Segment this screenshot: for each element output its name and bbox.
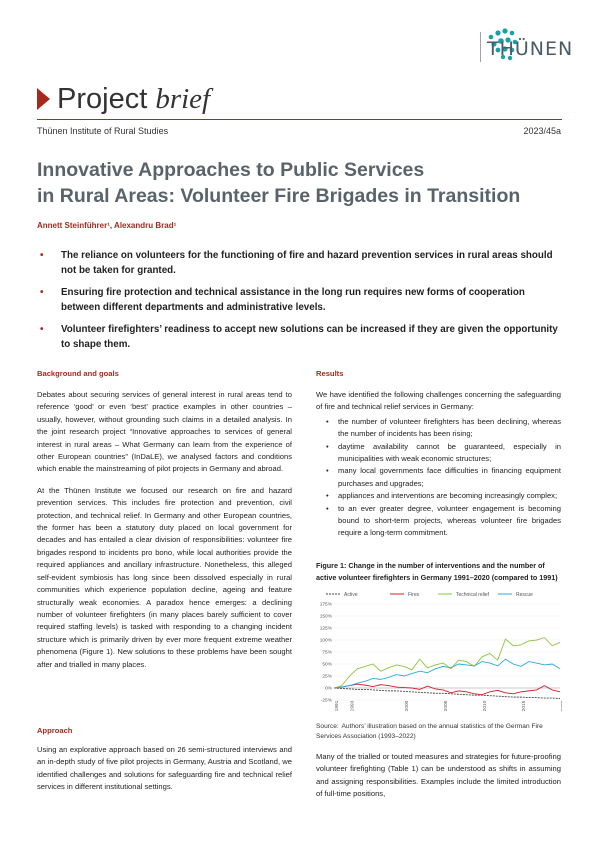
thuenen-logo-icon <box>488 28 518 61</box>
key-point: • The reliance on volunteers for the func… <box>40 250 553 276</box>
x-tick-label: 2000 <box>404 700 410 711</box>
y-tick-label: 100% <box>320 638 333 644</box>
logo-text: THÜNEN <box>487 38 574 60</box>
brief-title: Project brief <box>57 83 211 115</box>
paragraph: Many of the trialled or touted measures … <box>316 752 561 799</box>
series-line-fires <box>333 683 561 696</box>
series-line-technical-relief <box>333 637 561 689</box>
list-item: the number of volunteer firefighters has… <box>316 416 561 441</box>
paragraph: We have identified the following challen… <box>316 390 561 412</box>
page-title: Innovative Approaches to Public Services… <box>37 159 521 207</box>
y-tick-label: 175% <box>320 602 333 608</box>
x-tick-label: 2020 <box>560 700 562 711</box>
legend-label: Rescue <box>516 592 533 598</box>
results-continuation: Many of the trialled or touted measures … <box>316 751 561 810</box>
x-tick-label: 1993 <box>350 700 356 711</box>
paragraph: Using an explorative approach based on 2… <box>37 745 292 792</box>
legend-label: Active <box>344 592 358 598</box>
results-heading: Results <box>316 369 344 378</box>
header-rule <box>37 119 562 120</box>
legend-label: Technical relief <box>456 592 490 598</box>
list-item: many local governments face difficulties… <box>316 465 561 490</box>
y-tick-label: -25% <box>321 698 333 704</box>
challenges-list: the number of volunteer firefighters has… <box>316 416 561 540</box>
x-tick-label: 1991 <box>334 700 340 711</box>
y-tick-label: 50% <box>322 662 332 668</box>
institute-name: Thünen Institute of Rural Studies <box>37 126 169 136</box>
key-point: • Ensuring fire protection and technical … <box>40 287 525 313</box>
x-tick-label: 2015 <box>521 700 527 711</box>
figure-source: Source: Authors’ illustration based on t… <box>316 723 543 740</box>
series-line-active <box>333 687 561 700</box>
approach-heading: Approach <box>37 726 73 735</box>
key-point: • Volunteer firefighters’ readiness to ac… <box>40 324 558 350</box>
x-tick-label: 2005 <box>443 700 449 711</box>
figure-chart: Active Fires Technical relief Rescue 175% 150… <box>320 592 562 711</box>
authors: Annett Steinführer¹, Alexandru Brad¹ <box>37 221 177 230</box>
approach-body: Using an explorative approach based on 2… <box>37 744 292 803</box>
legend-label: Fires <box>408 592 420 598</box>
brief-number: 2023/45a <box>523 126 561 136</box>
paragraph: Debates about securing services of gener… <box>37 390 292 474</box>
x-tick-label: 2010 <box>482 700 488 711</box>
series-line-rescue <box>333 658 561 689</box>
background-body: Debates about securing services of gener… <box>37 389 292 680</box>
y-tick-label: 150% <box>320 614 333 620</box>
results-body: We have identified the following challen… <box>316 389 561 540</box>
brief-arrow-icon <box>37 88 50 110</box>
list-item: appliances and interventions are becomin… <box>316 490 561 503</box>
list-item: daytime availability cannot be guarantee… <box>316 441 561 466</box>
key-points: • The reliance on volunteers for the func… <box>37 248 562 359</box>
y-tick-label: 25% <box>322 674 332 680</box>
logo-separator <box>480 32 481 62</box>
paragraph: At the Thünen Institute we focused our r… <box>37 485 292 669</box>
list-item: to an ever greater degree, volunteer eng… <box>316 503 561 540</box>
y-tick-label: 125% <box>320 626 333 632</box>
y-tick-label: 75% <box>322 650 332 656</box>
background-heading: Background and goals <box>37 369 119 378</box>
figure-caption: Figure 1: Change in the number of interv… <box>316 561 558 582</box>
y-tick-label: 0% <box>325 686 333 692</box>
